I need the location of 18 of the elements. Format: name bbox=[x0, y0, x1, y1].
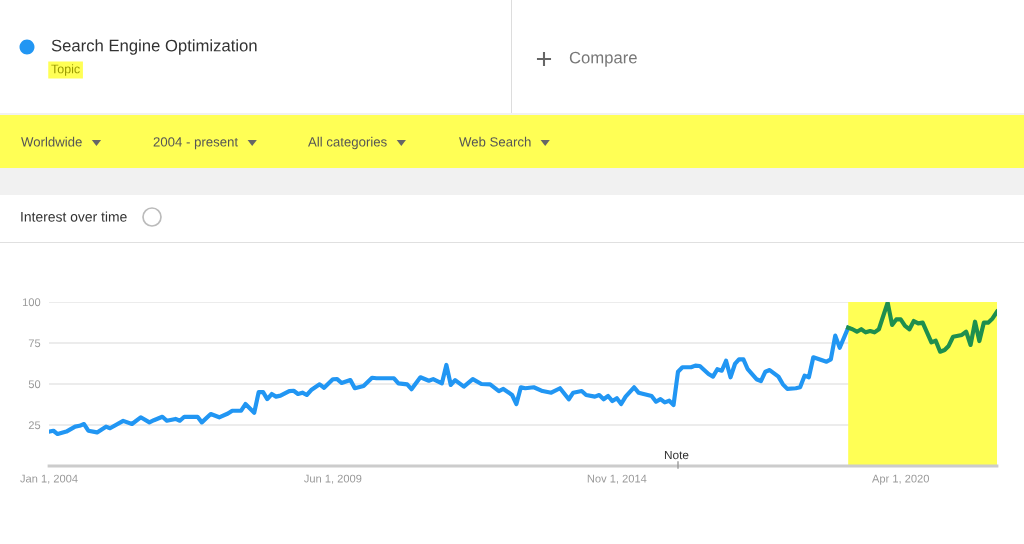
annotation: Note bbox=[664, 450, 689, 460]
chart-title: Interest over time bbox=[21, 211, 127, 222]
text: All categories bbox=[308, 136, 387, 150]
text: Compare bbox=[569, 51, 637, 67]
x-tick-label: Jun 1, 2009 bbox=[303, 474, 362, 484]
y-tick-label: 75 bbox=[28, 339, 41, 348]
x-tick-label: Apr 1, 2020 bbox=[872, 474, 929, 485]
x-tick-label: Jan 1, 2004 bbox=[20, 474, 78, 484]
y-tick-label: 25 bbox=[28, 421, 41, 430]
text: Worldwide bbox=[21, 136, 82, 147]
line-series bbox=[846, 302, 997, 354]
legend-label: Search Engine Optimization bbox=[51, 39, 257, 55]
y-tick-label: 50 bbox=[28, 380, 41, 389]
y-tick-label: 100 bbox=[22, 298, 41, 307]
chart-subtitle: Topic bbox=[51, 64, 80, 76]
text: 2004 - present bbox=[153, 137, 238, 150]
x-tick-label: Nov 1, 2014 bbox=[587, 474, 647, 484]
text: Web Search bbox=[459, 136, 531, 147]
